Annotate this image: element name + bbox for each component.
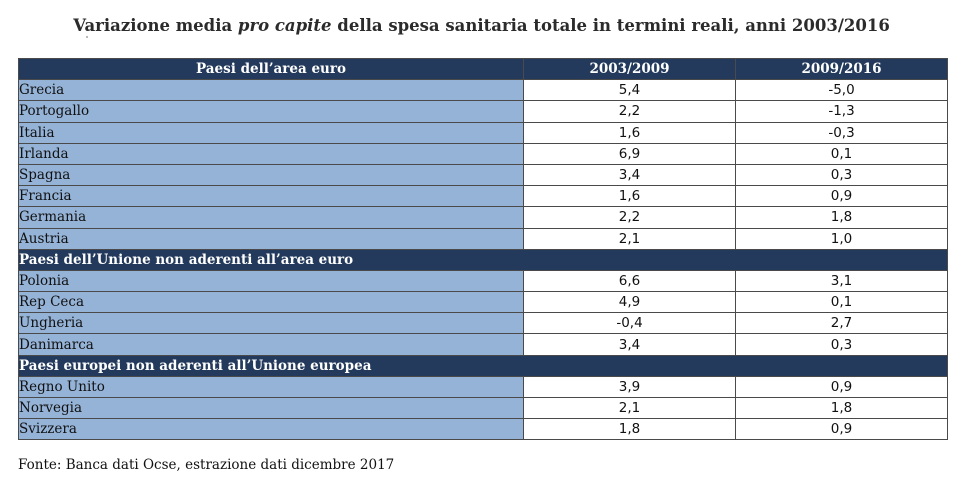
- value-2009-2016: 1,0: [735, 227, 948, 250]
- country-cell: Svizzera: [18, 418, 524, 441]
- table-title: Variazione media pro capite della spesa …: [0, 16, 963, 35]
- country-cell: Portogallo: [18, 100, 524, 123]
- value-2003-2009: 2,1: [523, 227, 736, 250]
- section-label: Paesi dell’Unione non aderenti all’area …: [18, 248, 948, 271]
- table-row: Svizzera 1,8 0,9: [18, 418, 948, 441]
- country-cell: Germania: [18, 206, 524, 229]
- source-note: Fonte: Banca dati Ocse, estrazione dati …: [18, 457, 395, 473]
- value-2009-2016: 1,8: [735, 396, 948, 420]
- value-2003-2009: 6,9: [523, 142, 736, 165]
- value-2003-2009: 2,1: [523, 396, 736, 420]
- country-cell: Italia: [18, 121, 524, 144]
- header-period-2003-2009: 2003/2009: [523, 57, 736, 81]
- country-cell: Ungheria: [18, 312, 524, 335]
- section-label: Paesi europei non aderenti all’Unione eu…: [18, 354, 948, 377]
- table-row: Norvegia 2,1 1,8: [18, 396, 948, 420]
- country-cell: Austria: [18, 227, 524, 250]
- value-2009-2016: 0,9: [735, 185, 948, 208]
- value-2003-2009: 1,6: [523, 121, 736, 144]
- country-cell: Rep Ceca: [18, 291, 524, 314]
- value-2009-2016: 2,7: [735, 312, 948, 335]
- country-cell: Spagna: [18, 163, 524, 187]
- value-2003-2009: 1,6: [523, 185, 736, 208]
- section-row: Paesi europei non aderenti all’Unione eu…: [18, 354, 948, 377]
- value-2009-2016: 1,8: [735, 206, 948, 229]
- table-row: Austria 2,1 1,0: [18, 227, 948, 250]
- value-2009-2016: 0,9: [735, 418, 948, 441]
- table-row: Italia 1,6 -0,3: [18, 121, 948, 144]
- value-2009-2016: -5,0: [735, 79, 948, 102]
- table-row: Francia 1,6 0,9: [18, 185, 948, 208]
- title-part-2: della spesa sanitaria totale in termini …: [331, 16, 890, 35]
- value-2003-2009: 2,2: [523, 206, 736, 229]
- value-2009-2016: 0,3: [735, 333, 948, 356]
- table-row: Irlanda 6,9 0,1: [18, 142, 948, 165]
- table-row: Portogallo 2,2 -1,3: [18, 100, 948, 123]
- header-euro-area: Paesi dell’area euro: [18, 57, 524, 81]
- value-2009-2016: 0,1: [735, 142, 948, 165]
- country-cell: Norvegia: [18, 396, 524, 420]
- value-2003-2009: 2,2: [523, 100, 736, 123]
- country-cell: Grecia: [18, 79, 524, 102]
- stray-dot: [86, 36, 88, 38]
- value-2009-2016: -1,3: [735, 100, 948, 123]
- table-row: Ungheria -0,4 2,7: [18, 312, 948, 335]
- value-2003-2009: 6,6: [523, 269, 736, 293]
- value-2003-2009: 1,8: [523, 418, 736, 441]
- header-row: Paesi dell’area euro 2003/2009 2009/2016: [18, 57, 948, 81]
- value-2003-2009: 3,9: [523, 375, 736, 399]
- value-2009-2016: 0,3: [735, 163, 948, 187]
- title-part-1: Variazione media: [73, 16, 238, 35]
- country-cell: Regno Unito: [18, 375, 524, 399]
- table-row: Regno Unito 3,9 0,9: [18, 375, 948, 399]
- country-cell: Francia: [18, 185, 524, 208]
- value-2003-2009: 5,4: [523, 79, 736, 102]
- table-body: Grecia 5,4 -5,0 Portogallo 2,2 -1,3 Italia 1,6-…: [18, 79, 948, 441]
- value-2009-2016: 0,9: [735, 375, 948, 399]
- header-period-2009-2016: 2009/2016: [735, 57, 948, 81]
- value-2003-2009: 4,9: [523, 291, 736, 314]
- title-italic: pro capite: [237, 16, 332, 35]
- value-2003-2009: -0,4: [523, 312, 736, 335]
- value-2009-2016: 3,1: [735, 269, 948, 293]
- table-row: Rep Ceca 4,9 0,1: [18, 291, 948, 314]
- table-row: Danimarca 3,4 0,3: [18, 333, 948, 356]
- value-2009-2016: 0,1: [735, 291, 948, 314]
- country-cell: Danimarca: [18, 333, 524, 356]
- spending-table: Paesi dell’area euro 2003/2009 2009/2016…: [18, 57, 948, 441]
- section-row: Paesi dell’Unione non aderenti all’area …: [18, 248, 948, 271]
- table-row: Spagna 3,4 0,3: [18, 163, 948, 187]
- country-cell: Polonia: [18, 269, 524, 293]
- value-2003-2009: 3,4: [523, 163, 736, 187]
- value-2003-2009: 3,4: [523, 333, 736, 356]
- country-cell: Irlanda: [18, 142, 524, 165]
- table-row: Germania 2,2 1,8: [18, 206, 948, 229]
- table-row: Grecia 5,4 -5,0: [18, 79, 948, 102]
- value-2009-2016: -0,3: [735, 121, 948, 144]
- table-row: Polonia 6,6 3,1: [18, 269, 948, 293]
